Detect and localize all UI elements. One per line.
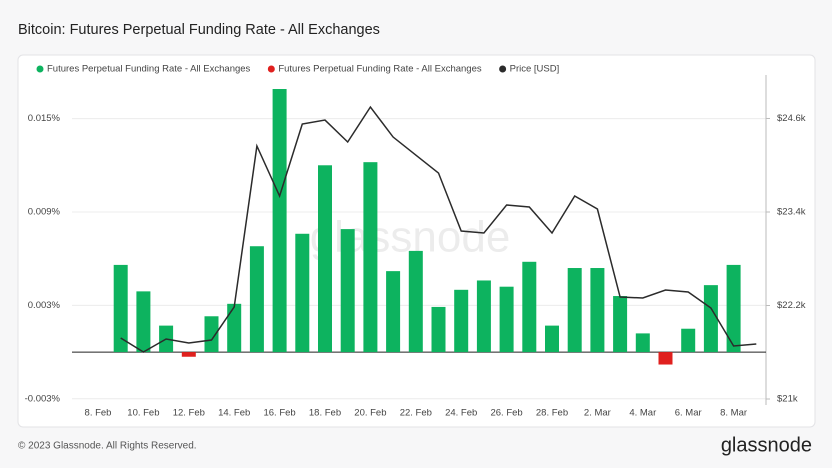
legend-label: Price [USD] [510, 64, 560, 75]
bar [181, 352, 196, 357]
x-tick-label: 10. Feb [127, 408, 159, 419]
bar [454, 289, 469, 353]
x-tick-label: 28. Feb [536, 408, 568, 419]
bar [658, 352, 673, 365]
y-tick-label: 0.003% [28, 300, 61, 311]
legend-marker [499, 65, 507, 73]
bar [363, 162, 378, 353]
legend-marker [36, 65, 44, 73]
logo: glassnode [721, 434, 812, 456]
x-tick-label: 4. Mar [629, 408, 656, 419]
bar [476, 280, 491, 353]
y2-tick-label: $21k [777, 394, 798, 405]
y2-tick-label: $23.4k [777, 207, 806, 218]
y2-tick-label: $22.2k [777, 300, 806, 311]
bar [613, 296, 628, 353]
bar [545, 325, 559, 353]
bar [113, 264, 128, 353]
x-tick-label: 20. Feb [354, 408, 386, 419]
x-tick-label: 22. Feb [400, 408, 432, 419]
bar [726, 264, 741, 353]
x-tick-label: 2. Mar [584, 408, 611, 419]
bar [408, 250, 423, 353]
x-tick-label: 24. Feb [445, 408, 477, 419]
y-tick-label: 0.015% [28, 113, 61, 124]
legend-marker [267, 65, 275, 73]
x-tick-label: 26. Feb [490, 408, 522, 419]
bar [681, 328, 696, 353]
x-tick-label: 16. Feb [263, 408, 295, 419]
bar [204, 316, 219, 353]
bar [499, 286, 514, 353]
bar [318, 165, 332, 353]
x-tick-label: 18. Feb [309, 408, 341, 419]
x-tick-label: 8. Mar [720, 408, 747, 419]
bar [136, 291, 151, 353]
bar [272, 89, 287, 353]
chart-title: Bitcoin: Futures Perpetual Funding Rate … [18, 22, 380, 38]
bar [567, 268, 582, 353]
x-tick-label: 8. Feb [85, 408, 112, 419]
bar [340, 229, 355, 353]
price-line [120, 105, 757, 353]
x-tick-label: 14. Feb [218, 408, 250, 419]
bar [635, 333, 650, 353]
y2-tick-label: $24.6k [777, 113, 806, 124]
y-tick-label: 0.009% [28, 206, 61, 217]
bar [386, 271, 401, 353]
bar [295, 233, 310, 353]
bar [431, 306, 446, 353]
bar [590, 268, 605, 353]
x-tick-label: 6. Mar [675, 408, 702, 419]
bar [522, 261, 537, 353]
legend-label: Futures Perpetual Funding Rate - All Exc… [278, 64, 482, 75]
x-tick-label: 12. Feb [173, 408, 205, 419]
bar [227, 303, 242, 353]
bar [249, 246, 264, 353]
bar [703, 285, 718, 353]
footer: © 2023 Glassnode. All Rights Reserved. [18, 441, 197, 452]
legend-label: Futures Perpetual Funding Rate - All Exc… [47, 64, 251, 75]
y-tick-label: -0.003% [25, 393, 61, 404]
